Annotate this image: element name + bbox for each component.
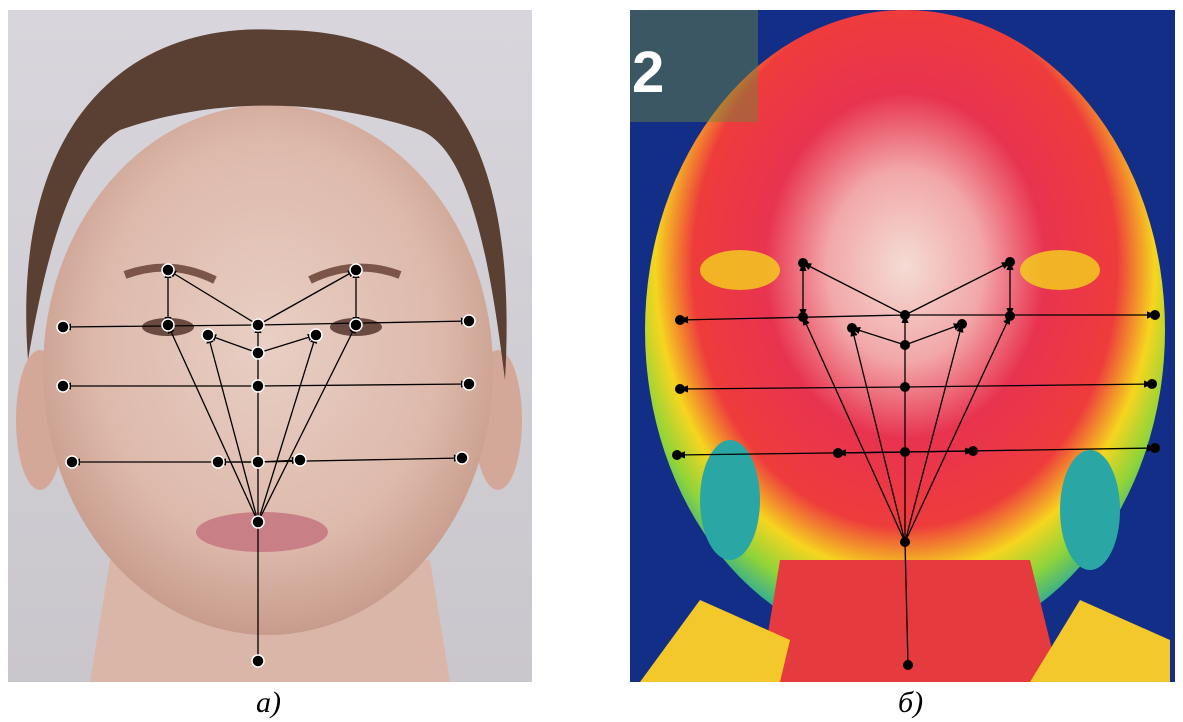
overlay-label: 2: [632, 40, 664, 105]
landmark: [1150, 443, 1160, 453]
landmark: [294, 454, 306, 466]
landmark: [847, 323, 857, 333]
landmark: [968, 446, 978, 456]
landmark: [162, 264, 174, 276]
landmark: [66, 456, 78, 468]
landmark: [675, 384, 685, 394]
landmark: [1150, 310, 1160, 320]
landmark: [252, 655, 264, 667]
landmark: [900, 447, 910, 457]
landmark: [1005, 257, 1015, 267]
landmark: [456, 452, 468, 464]
landmark: [57, 321, 69, 333]
figure: 2 а) б): [0, 0, 1183, 722]
landmark: [252, 456, 264, 468]
photo-panel: [8, 10, 532, 682]
landmark: [350, 319, 362, 331]
landmark: [1005, 311, 1015, 321]
landmark: [672, 450, 682, 460]
caption: а): [256, 686, 281, 719]
caption: б): [898, 686, 923, 719]
landmark: [903, 660, 913, 670]
landmark: [900, 382, 910, 392]
landmark: [252, 380, 264, 392]
landmark: [798, 258, 808, 268]
landmark: [463, 315, 475, 327]
landmark: [463, 378, 475, 390]
landmark: [57, 380, 69, 392]
landmark: [252, 319, 264, 331]
landmark: [310, 329, 322, 341]
landmark: [350, 264, 362, 276]
landmark: [675, 315, 685, 325]
landmark: [833, 448, 843, 458]
landmark: [900, 310, 910, 320]
landmark: [1147, 379, 1157, 389]
landmark: [252, 347, 264, 359]
landmark: [212, 456, 224, 468]
landmark: [798, 312, 808, 322]
landmark: [202, 329, 214, 341]
landmark: [162, 319, 174, 331]
landmark: [900, 340, 910, 350]
landmark: [957, 319, 967, 329]
landmark: [252, 516, 264, 528]
landmark: [900, 537, 910, 547]
